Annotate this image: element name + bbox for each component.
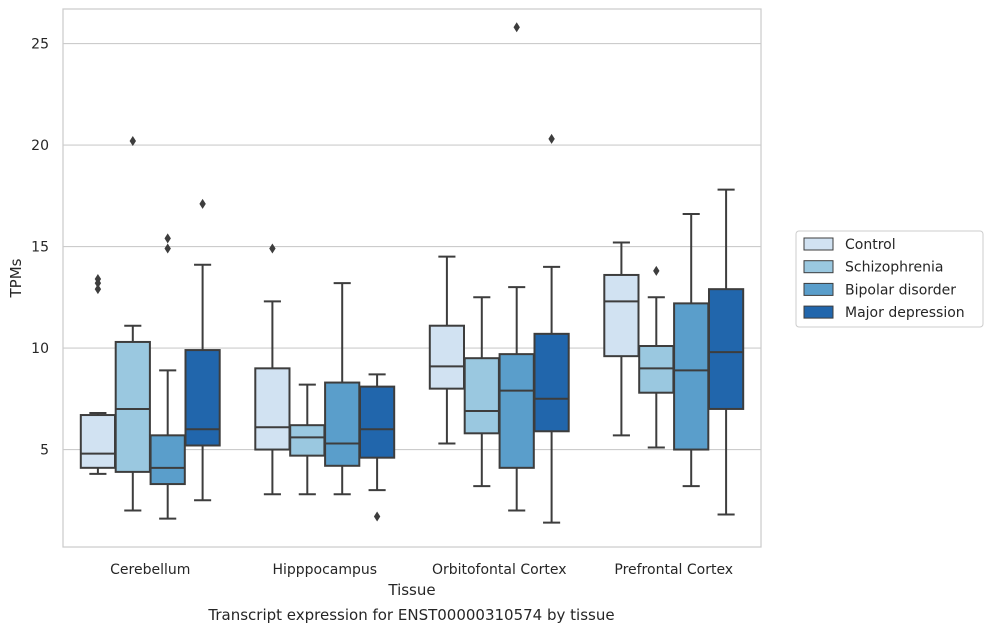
x-tick-label: Prefrontal Cortex (614, 562, 733, 578)
box-body (149, 434, 186, 486)
outlier-point (373, 511, 381, 522)
box-1-2 (463, 296, 500, 488)
box-2-1 (324, 282, 361, 496)
box-2-0 (149, 233, 186, 520)
box-1-3 (638, 265, 675, 449)
box-body (498, 353, 535, 469)
box-body (463, 357, 500, 435)
boxes (79, 22, 745, 524)
outlier-point (94, 278, 102, 289)
legend-label: Bipolar disorder (845, 282, 956, 298)
x-tick-label: Hipppocampus (272, 562, 377, 578)
box-0-0 (79, 274, 117, 475)
box-body (184, 349, 221, 447)
y-tick-label: 15 (31, 240, 49, 256)
box-1-0 (114, 135, 151, 512)
y-tick-label: 10 (31, 341, 49, 357)
box-body (114, 340, 151, 473)
box-2-3 (673, 213, 710, 488)
legend-swatch (803, 305, 834, 319)
legend-frame (795, 230, 984, 328)
outlier-point (129, 135, 136, 146)
box-0-2 (428, 255, 466, 445)
legend-swatch (803, 237, 834, 251)
x-axis-label: Tissue (387, 581, 435, 599)
box-2-2 (498, 22, 535, 512)
y-tick-label: 5 (40, 443, 49, 459)
y-axis-label: TPMs (7, 258, 25, 298)
legend-swatch (803, 282, 834, 296)
outlier-point (164, 243, 171, 254)
outlier-point (513, 22, 520, 33)
box-body (707, 288, 745, 410)
box-body (533, 332, 570, 433)
box-body (603, 273, 640, 358)
y-tick-label: 25 (31, 37, 49, 53)
x-tick-label: Orbitofontal Cortex (432, 562, 567, 578)
box-body (289, 424, 326, 457)
legend-label: Control (845, 237, 896, 253)
outlier-point (548, 133, 555, 144)
chart-caption: Transcript expression for ENST0000031057… (208, 606, 615, 624)
box-body (673, 302, 710, 451)
y-tick-labels: 5 10 15 20 25 (31, 37, 49, 459)
box-3-2 (533, 133, 570, 524)
box-3-0 (184, 198, 221, 502)
legend-swatch (803, 260, 834, 274)
outlier-point (653, 265, 660, 276)
x-tick-label: Cerebellum (110, 562, 190, 578)
box-0-3 (603, 241, 640, 437)
box-body (358, 385, 396, 459)
plot-frame (62, 8, 762, 548)
outlier-point (94, 284, 102, 295)
legend: Control Schizophrenia Bipolar disorder Majo… (795, 230, 984, 328)
legend-label: Major depression (845, 305, 965, 321)
box-3-1 (358, 373, 396, 522)
outlier-point (164, 233, 171, 244)
box-body (254, 367, 291, 451)
y-tick-label: 20 (31, 138, 49, 154)
box-body (79, 414, 117, 469)
outlier-point (199, 198, 206, 209)
box-body (638, 345, 675, 394)
legend-label: Schizophrenia (845, 260, 943, 276)
box-body (324, 381, 361, 467)
x-tick-labels: Cerebellum Hipppocampus Orbitofontal Corte… (110, 562, 733, 578)
box-1-1 (289, 383, 326, 496)
outlier-point (269, 243, 276, 254)
box-0-1 (254, 243, 291, 496)
box-3-3 (707, 188, 745, 516)
box-body (428, 324, 466, 390)
